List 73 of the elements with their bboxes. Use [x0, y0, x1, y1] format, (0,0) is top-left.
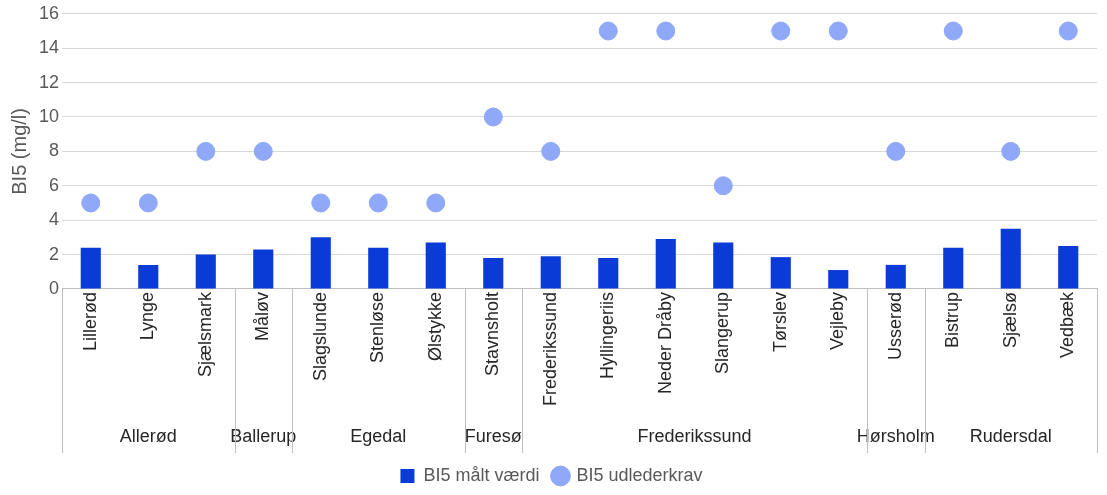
point: [426, 193, 446, 213]
x-tick-label: Usserød: [884, 291, 905, 360]
bar: [713, 242, 734, 289]
y-tick-label: 8: [49, 140, 60, 161]
y-tick-label: 10: [38, 105, 60, 126]
x-tick-label: Stavnsholt: [482, 291, 503, 377]
point: [541, 141, 561, 161]
point: [828, 21, 848, 41]
bar: [828, 270, 849, 289]
x-tick-label: Sjælsmark: [194, 290, 215, 377]
text: Ballerup: [230, 425, 297, 446]
x-tick-label: Lynge: [137, 291, 158, 341]
bar: [540, 256, 561, 289]
point: [483, 107, 503, 127]
bar: [425, 242, 446, 289]
y-tick-label: 2: [49, 243, 60, 264]
point: [598, 21, 618, 41]
bar: [80, 247, 101, 289]
y-tick-label: 16: [38, 2, 60, 23]
x-tick-label: Frederikssund: [539, 291, 560, 406]
x-tick-label: Tørslev: [769, 291, 790, 352]
point: [368, 193, 388, 213]
point: [138, 193, 158, 213]
bar: [138, 264, 159, 289]
bar: [253, 249, 274, 289]
bar: [943, 247, 964, 289]
text: Rudersdal: [969, 425, 1052, 446]
legend-label: BI5 målt værdi: [423, 464, 540, 485]
point: [713, 176, 733, 196]
y-tick-label: 4: [49, 209, 60, 230]
bar: [655, 239, 676, 289]
bar: [598, 258, 619, 289]
x-tick-label: Ølstykke: [424, 291, 445, 361]
point: [943, 21, 963, 41]
x-tick-label: Sjælsø: [999, 291, 1020, 348]
bar: [310, 237, 331, 289]
text: Frederikssund: [637, 425, 752, 446]
x-tick-label: Lillerød: [79, 291, 100, 351]
y-tick-label: 0: [49, 277, 60, 298]
bar: [195, 254, 216, 289]
x-tick-label: Hyllingeriis: [597, 291, 618, 379]
bar: [368, 247, 389, 289]
text: Allerød: [119, 425, 177, 446]
legend-label: BI5 udlederkrav: [576, 464, 703, 485]
bar: [885, 264, 906, 289]
point: [656, 21, 676, 41]
bar: [1000, 228, 1021, 289]
x-tick-label: Måløv: [252, 291, 273, 341]
point: [81, 193, 101, 213]
x-tick-label: Neder Dråby: [654, 291, 675, 394]
x-tick-label: Vejleby: [827, 291, 848, 350]
x-tick-label: Stenløse: [367, 291, 388, 363]
x-tick-label: Bistrup: [942, 291, 963, 348]
text: Egedal: [350, 425, 407, 446]
point: [253, 141, 273, 161]
x-tick-label: Vedbæk: [1057, 290, 1078, 359]
text: Furesø: [464, 425, 522, 446]
text: Hørsholm: [856, 425, 935, 446]
bar: [1058, 245, 1079, 289]
bar: [483, 258, 504, 289]
y-axis-title: BI5 (mg/l): [7, 108, 30, 195]
point: [1001, 141, 1021, 161]
point: [196, 141, 216, 161]
point: [1058, 21, 1078, 41]
y-tick-label: 12: [38, 71, 60, 92]
y-tick-label: 14: [38, 37, 60, 58]
point: [886, 141, 906, 161]
bar: [770, 257, 791, 289]
point: [771, 21, 791, 41]
y-tick-label: 6: [49, 174, 60, 195]
x-tick-label: Slagslunde: [309, 291, 330, 382]
x-tick-label: Slangerup: [712, 291, 733, 375]
point: [311, 193, 331, 213]
